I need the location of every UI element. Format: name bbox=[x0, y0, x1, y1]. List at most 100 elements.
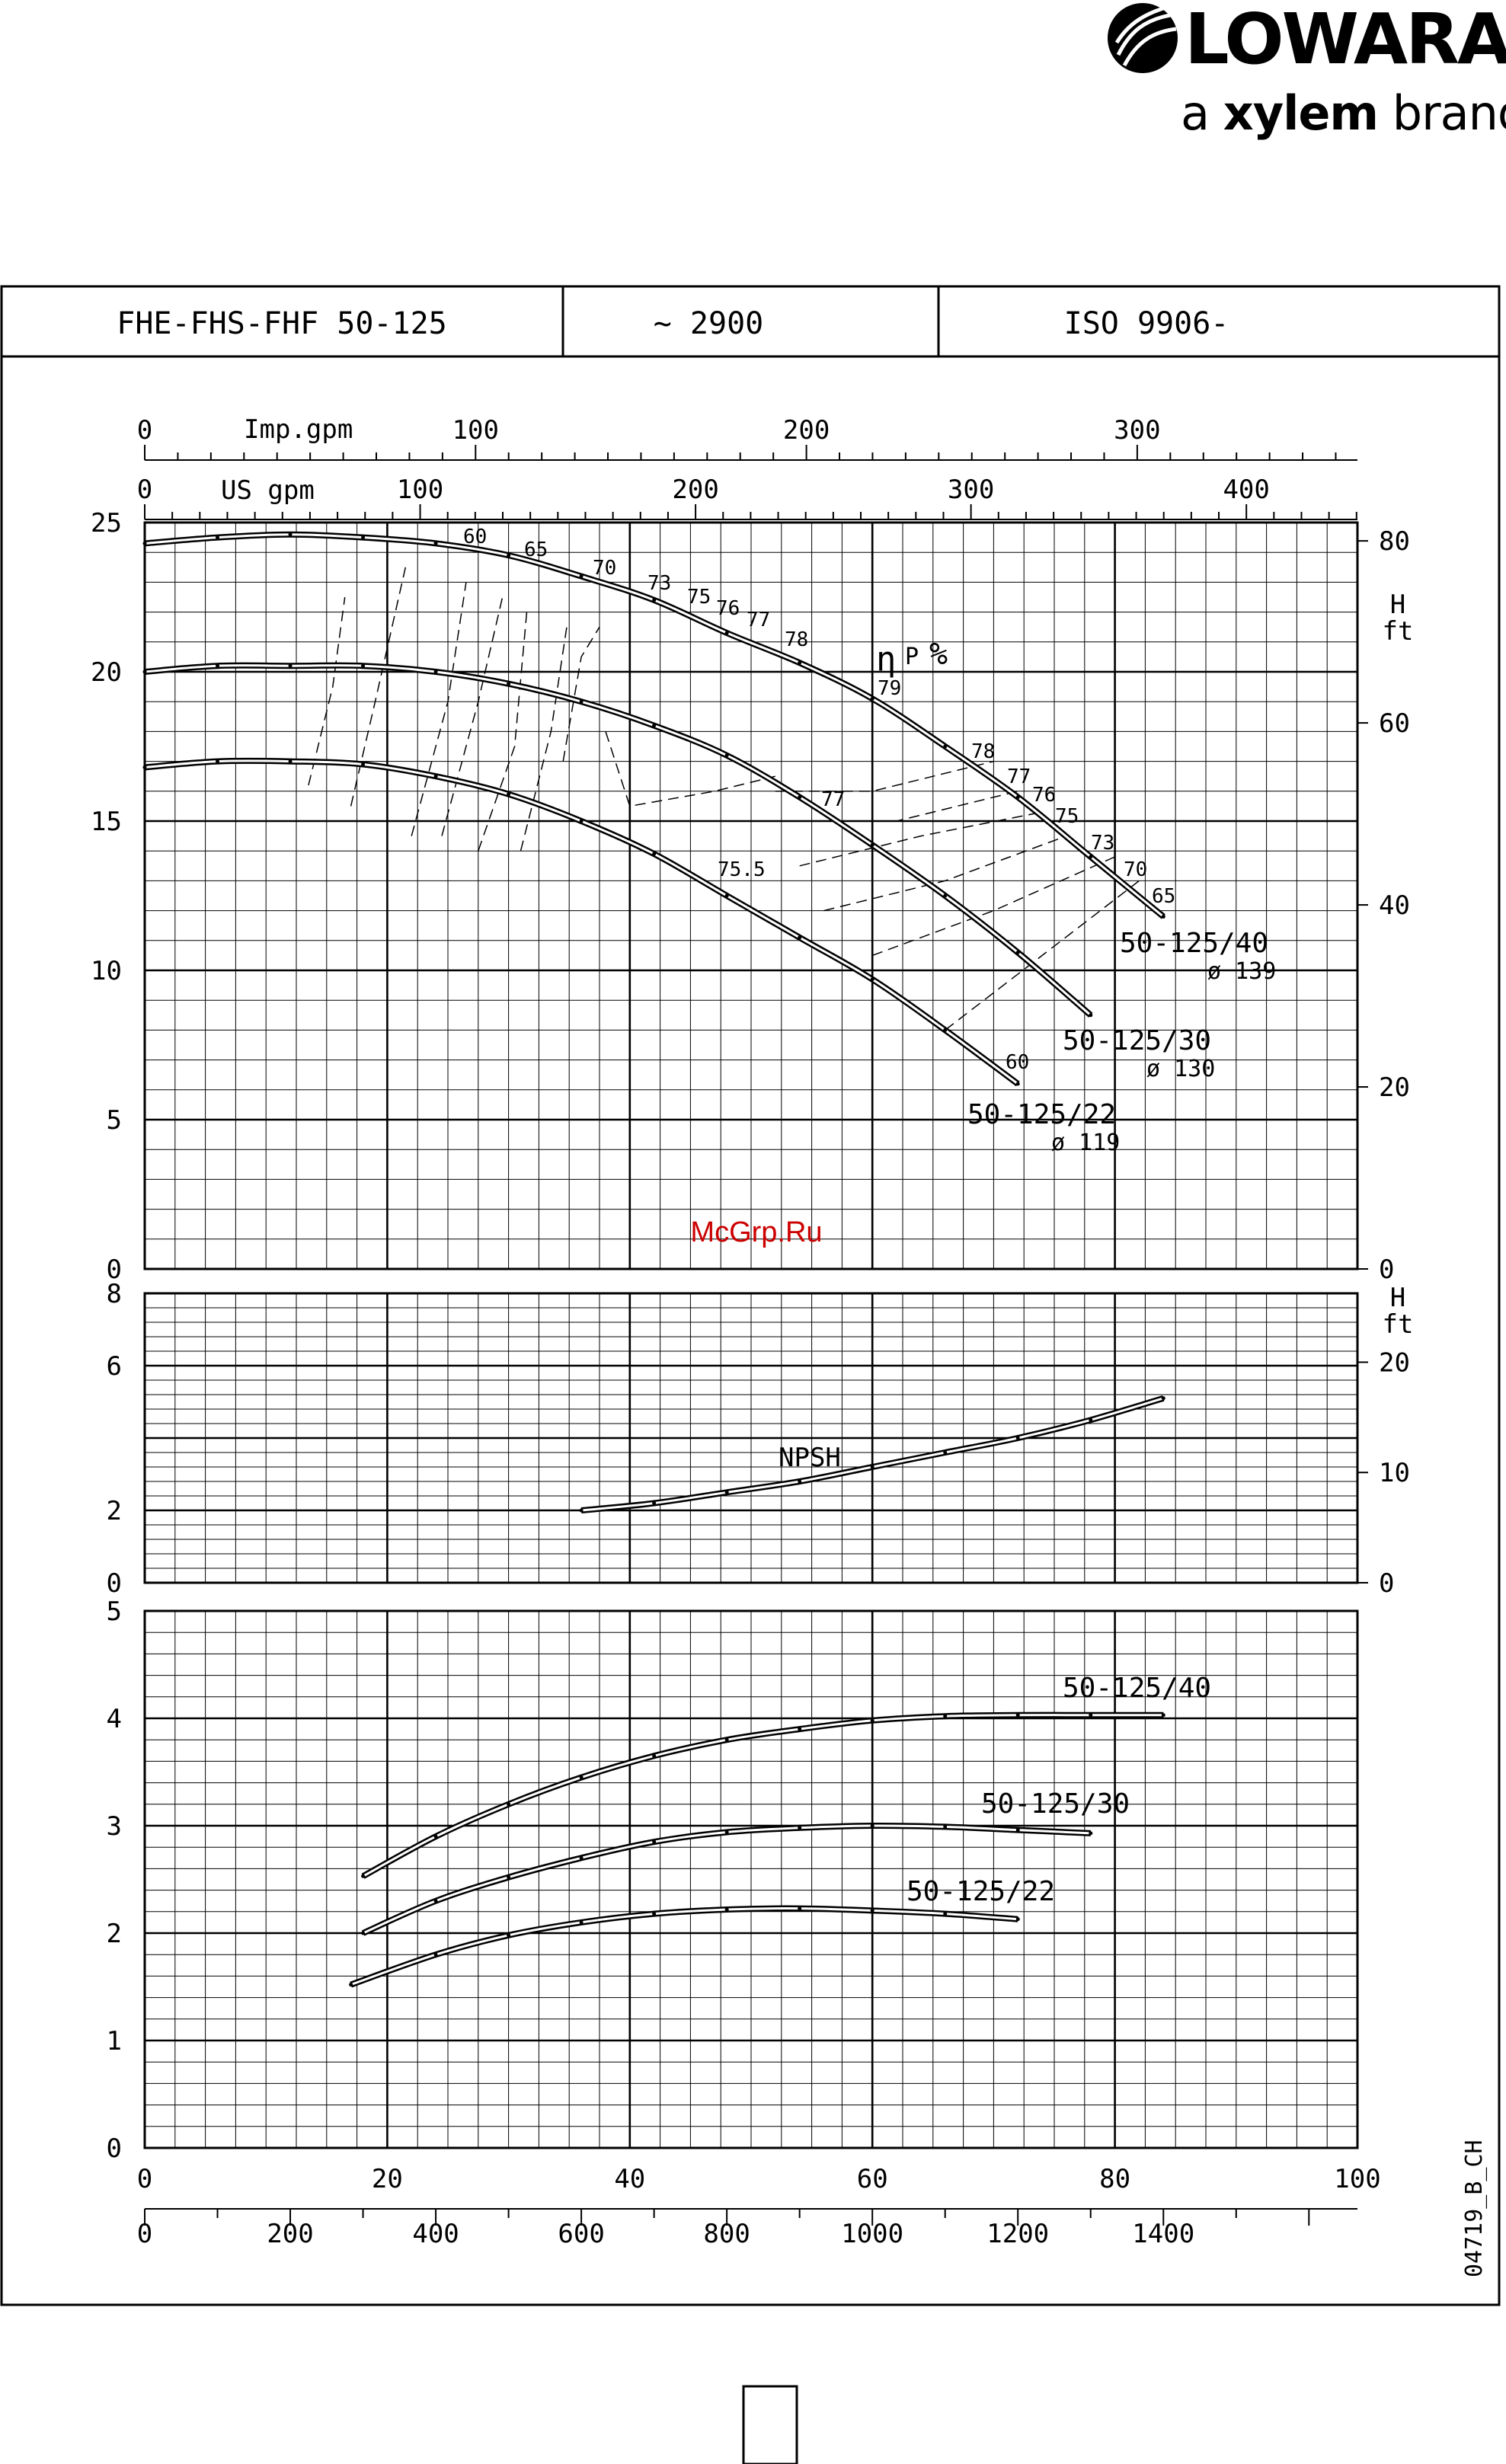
head-curve-2-inner bbox=[144, 759, 1019, 1085]
power-curve-0-point bbox=[361, 1874, 366, 1878]
power-curve-1-point bbox=[870, 1823, 875, 1828]
tag-bold: xylem bbox=[1223, 85, 1379, 141]
iso-line-0 bbox=[308, 596, 346, 786]
head-curve-0-point bbox=[288, 532, 293, 537]
npsh-curve-0-point bbox=[652, 1501, 657, 1505]
x-tick-m3h: 60 bbox=[857, 2164, 888, 2194]
right-tick-head: 80 bbox=[1379, 526, 1410, 557]
right-tick-npsh: 20 bbox=[1379, 1347, 1410, 1378]
power-label-30: 50-125/30 bbox=[981, 1788, 1130, 1820]
head-curve-0-point bbox=[216, 535, 220, 540]
eff-label-70a: 70 bbox=[593, 557, 616, 580]
eff-sub: P bbox=[905, 644, 919, 670]
right-tick-npsh: 0 bbox=[1379, 1568, 1394, 1599]
npsh-curve-0-point bbox=[1161, 1396, 1165, 1401]
power-curve-2-point bbox=[724, 1907, 729, 1912]
iso-line-right-1 bbox=[775, 791, 1018, 822]
iso-line-right-4 bbox=[871, 856, 1115, 957]
power-curve-0-point bbox=[870, 1718, 875, 1723]
power-curve-2-point bbox=[943, 1912, 948, 1916]
eff-label-70b: 70 bbox=[1124, 858, 1147, 881]
power-curve-0-point bbox=[724, 1737, 729, 1742]
npsh-right-title-ft: ft bbox=[1383, 1309, 1414, 1340]
power-curve-0-point bbox=[652, 1753, 657, 1758]
y-tick-power: 2 bbox=[107, 1919, 122, 1949]
iso-line-3 bbox=[441, 596, 504, 836]
head-curve-2-point bbox=[870, 977, 875, 982]
right-tick-head: 60 bbox=[1379, 708, 1410, 739]
frame bbox=[0, 285, 1501, 2306]
head-curve-1-point bbox=[1015, 950, 1020, 954]
power-curve-1-point bbox=[579, 1855, 584, 1860]
head-curve-0-point bbox=[870, 696, 875, 701]
head-curve-0-point bbox=[1015, 795, 1020, 800]
eff-label-77b: 77 bbox=[1007, 765, 1031, 788]
x-tick-m3h: 0 bbox=[137, 2164, 152, 2194]
x-tick-m3h: 40 bbox=[614, 2164, 645, 2194]
head-curve-0-point bbox=[724, 631, 729, 635]
head-curve-1-point bbox=[724, 753, 729, 758]
power-curve-0-point bbox=[433, 1834, 438, 1839]
power-label-40: 50-125/40 bbox=[1063, 1673, 1211, 1704]
head-curve-0-point bbox=[361, 535, 366, 540]
right-tick-npsh: 10 bbox=[1379, 1458, 1410, 1488]
lowara-logo-icon bbox=[1108, 3, 1178, 73]
power-curve-2-inner bbox=[350, 1907, 1018, 1986]
head-curve-1-point bbox=[1089, 1013, 1093, 1018]
y-tick-npsh: 0 bbox=[107, 1568, 122, 1599]
watermark: McGrp.Ru bbox=[690, 1216, 822, 1248]
npsh-curve-0-point bbox=[724, 1490, 729, 1494]
head-right-title-h: H bbox=[1390, 590, 1405, 620]
head-label-30: 50-125/30 bbox=[1063, 1025, 1211, 1056]
npsh-curve-0-point bbox=[1015, 1436, 1020, 1440]
imp-gpm-label: Imp.gpm bbox=[244, 414, 353, 445]
head-curve-0-point bbox=[507, 553, 511, 558]
head-curve-1-point bbox=[216, 663, 220, 668]
brand-tagline: a xylem brand bbox=[1181, 90, 1506, 137]
head-curve-1-point bbox=[361, 663, 366, 668]
page-tab bbox=[742, 2385, 798, 2464]
npsh-curve-0-point bbox=[943, 1450, 948, 1455]
npsh-curve-0-point bbox=[870, 1465, 875, 1469]
power-curve-2-point bbox=[579, 1920, 584, 1925]
x-tick-m3h: 20 bbox=[372, 2164, 403, 2194]
head-curve-0-point bbox=[579, 574, 584, 579]
head-curve-2-point bbox=[943, 1027, 948, 1032]
eff-label-76a: 76 bbox=[716, 597, 740, 620]
tick-imp: 200 bbox=[783, 415, 830, 446]
header-speed: ~ 2900 bbox=[654, 306, 764, 341]
tick-imp: 100 bbox=[452, 415, 499, 446]
eff-label-73a: 73 bbox=[647, 572, 671, 595]
drawing-code: 04719_B_CH bbox=[1461, 2140, 1488, 2277]
power-curve-2-point bbox=[349, 1983, 353, 1987]
y-tick-npsh: 2 bbox=[107, 1496, 122, 1526]
brand-logo: LOWARA a xylem brand bbox=[1105, 0, 1506, 160]
power-curve-2-point bbox=[870, 1908, 875, 1913]
power-curve-1-point bbox=[433, 1899, 438, 1903]
power-curve-2-point bbox=[798, 1906, 802, 1911]
power-curve-0-point bbox=[1015, 1713, 1020, 1718]
head-curve-1-point bbox=[288, 663, 293, 668]
y-tick-head: 20 bbox=[91, 657, 122, 688]
iso-line-2 bbox=[411, 582, 467, 836]
right-tick-head: 0 bbox=[1379, 1254, 1394, 1285]
eff-label-60b: 60 bbox=[1006, 1051, 1029, 1074]
head-curve-0-point bbox=[798, 660, 802, 665]
head-dia-22: ø 119 bbox=[1051, 1130, 1120, 1156]
efficiency-labels: 60 65 70 73 75 76 77 78 79 78 77 76 75 7… bbox=[463, 526, 1175, 1074]
head-curve-2-point bbox=[216, 759, 220, 764]
x-tick-lmin: 600 bbox=[558, 2219, 604, 2249]
npsh-right-title-h: H bbox=[1390, 1283, 1405, 1313]
power-curve-0-point bbox=[1161, 1713, 1165, 1718]
eff-label-77c: 77 bbox=[821, 788, 845, 811]
right-tick-head: 40 bbox=[1379, 890, 1410, 921]
eff-label-79: 79 bbox=[878, 677, 901, 700]
head-curve-1-point bbox=[579, 699, 584, 704]
head-curve-0-point bbox=[142, 541, 147, 545]
tick-us: 100 bbox=[397, 475, 443, 505]
head-curve-1-outline bbox=[144, 662, 1093, 1018]
panel-frame-power bbox=[143, 1609, 1359, 2149]
head-right-title-ft: ft bbox=[1383, 616, 1414, 647]
power-curve-0-point bbox=[579, 1775, 584, 1780]
